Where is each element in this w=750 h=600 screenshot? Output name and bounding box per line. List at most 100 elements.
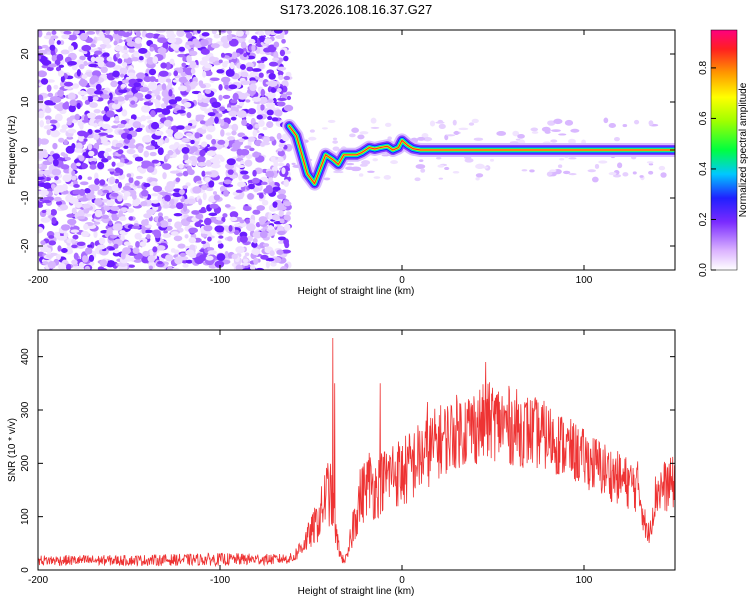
noise-blob — [182, 204, 188, 212]
noise-blob — [60, 224, 71, 231]
noise-blob — [93, 230, 98, 238]
noise-blob — [237, 181, 246, 188]
noise-blob — [81, 44, 92, 52]
noise-blob — [199, 120, 206, 125]
noise-blob — [218, 59, 223, 64]
noise-blob — [184, 234, 189, 239]
x-tick-label: -100 — [210, 275, 230, 286]
noise-blob — [69, 197, 79, 205]
noise-blob — [246, 66, 254, 72]
noise-blob — [43, 125, 54, 130]
noise-blob — [254, 123, 260, 129]
noise-blob — [384, 122, 392, 127]
noise-blob — [114, 167, 122, 173]
noise-blob — [113, 243, 119, 249]
noise-blob — [145, 115, 152, 120]
noise-blob — [137, 145, 144, 154]
noise-blob — [245, 62, 254, 69]
noise-blob — [63, 85, 72, 90]
noise-blob — [179, 252, 186, 257]
noise-blob — [57, 263, 67, 270]
noise-blob — [98, 237, 106, 245]
noise-blob — [281, 167, 286, 175]
noise-blob — [247, 108, 257, 115]
noise-blob — [281, 38, 286, 44]
noise-blob — [40, 240, 46, 246]
noise-blob — [252, 209, 261, 215]
noise-blob — [233, 195, 244, 200]
noise-blob — [438, 177, 444, 180]
colorbar-tick-label: 0.0 — [698, 263, 709, 277]
noise-blob — [268, 80, 278, 88]
noise-blob — [60, 49, 70, 55]
noise-blob — [197, 180, 203, 184]
noise-blob — [251, 177, 260, 184]
noise-blob — [166, 105, 173, 110]
noise-blob — [273, 52, 279, 60]
noise-blob — [38, 30, 43, 38]
noise-blob — [135, 72, 146, 81]
noise-blob — [217, 242, 224, 249]
noise-blob — [39, 120, 45, 128]
noise-blob — [87, 157, 98, 163]
noise-blob — [268, 72, 276, 80]
noise-blob — [496, 131, 507, 136]
noise-blob — [97, 161, 105, 170]
noise-blob — [135, 175, 143, 180]
noise-blob — [200, 39, 209, 47]
noise-blob — [188, 237, 197, 244]
noise-blob — [245, 218, 251, 224]
noise-blob — [230, 116, 237, 121]
noise-blob — [327, 119, 336, 124]
noise-blob — [114, 45, 124, 52]
noise-blob — [146, 234, 151, 239]
noise-blob — [164, 194, 171, 202]
noise-blob — [175, 177, 181, 183]
noise-blob — [227, 169, 234, 175]
noise-blob — [361, 160, 371, 165]
noise-blob — [381, 154, 390, 157]
noise-blob — [244, 252, 250, 257]
noise-blob — [156, 245, 166, 251]
noise-blob — [231, 253, 238, 260]
snr-axis-ticks: -200 -100 0 100 0 100 200 300 400 — [20, 330, 675, 586]
noise-blob — [120, 234, 125, 242]
noise-blob — [444, 166, 450, 171]
noise-blob — [108, 92, 113, 101]
noise-blob — [46, 79, 55, 83]
noise-blob — [172, 79, 179, 83]
noise-blob — [222, 94, 231, 100]
noise-blob — [452, 171, 460, 174]
noise-blob — [276, 87, 282, 93]
noise-blob — [189, 244, 196, 249]
noise-blob — [204, 56, 210, 61]
noise-blob — [207, 112, 216, 117]
noise-blob — [332, 140, 338, 144]
noise-blob — [229, 211, 239, 219]
noise-blob — [165, 153, 170, 160]
noise-blob — [240, 71, 249, 78]
noise-blob — [182, 170, 189, 177]
noise-blob — [258, 216, 268, 223]
noise-blob — [236, 235, 242, 243]
noise-blob — [277, 188, 287, 195]
noise-blob — [468, 122, 475, 126]
noise-blob — [282, 201, 292, 207]
noise-blob — [158, 113, 166, 118]
noise-blob — [143, 213, 152, 219]
noise-blob — [105, 147, 112, 152]
noise-blob — [157, 147, 164, 156]
noise-blob — [71, 143, 76, 150]
noise-blob — [99, 179, 106, 186]
noise-blob — [351, 166, 362, 172]
noise-blob — [121, 49, 129, 54]
noise-blob — [550, 139, 558, 143]
noise-blob — [83, 223, 89, 231]
noise-blob — [150, 181, 158, 187]
noise-blob — [204, 171, 212, 175]
noise-blob — [204, 177, 211, 183]
noise-blob — [135, 240, 140, 248]
noise-blob — [82, 255, 88, 263]
noise-blob — [228, 84, 238, 90]
noise-blob — [473, 137, 484, 141]
